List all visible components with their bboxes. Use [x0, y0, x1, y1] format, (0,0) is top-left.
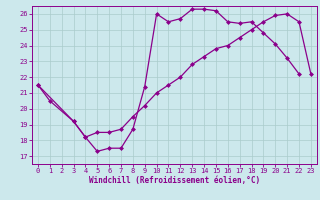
X-axis label: Windchill (Refroidissement éolien,°C): Windchill (Refroidissement éolien,°C)	[89, 176, 260, 185]
